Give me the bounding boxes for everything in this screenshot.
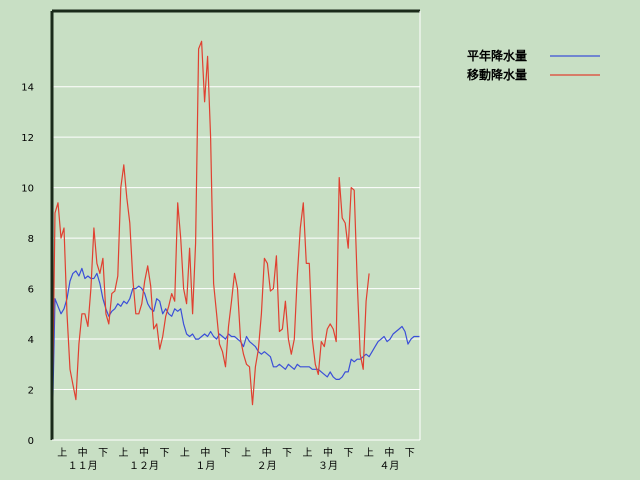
y-axis-tick-labels: 0 2 4 6 8 10 12 14 [21, 83, 34, 447]
x-month-label: ２月 [257, 460, 277, 472]
x-day-label: 中 [139, 446, 149, 459]
x-day-label: 中 [78, 446, 88, 459]
x-day-label: 下 [282, 448, 292, 459]
y-tick-label: 6 [28, 285, 34, 296]
plot-axes [50, 9, 421, 441]
grid-lines [52, 86, 420, 391]
x-month-label: １２月 [129, 460, 159, 472]
x-day-label: 下 [343, 448, 353, 459]
x-day-label: 中 [200, 446, 210, 459]
x-month-label: ３月 [318, 460, 338, 472]
x-day-label: 上 [57, 447, 67, 459]
x-axis-tick-labels: 上中下上中下上中下上中下上中下上中下１１月 １２月 １月 ２月 ３月 ４月 [57, 446, 415, 472]
legend-label: 平年降水量 [467, 48, 527, 63]
legend-label: 移動降水量 [467, 67, 527, 82]
y-tick-label: 8 [28, 234, 34, 245]
x-day-label: 上 [119, 447, 129, 459]
y-tick-label: 12 [21, 133, 34, 144]
x-month-label: ４月 [379, 460, 399, 472]
x-day-label: 中 [262, 446, 272, 459]
x-day-label: 下 [405, 448, 415, 459]
x-day-label: 上 [364, 447, 374, 459]
x-day-label: 下 [159, 448, 169, 459]
y-tick-label: 10 [21, 184, 34, 195]
x-day-label: 下 [221, 448, 231, 459]
series-line-normal-rainfall [51, 267, 420, 441]
x-month-label: １１月 [68, 460, 98, 472]
x-day-label: 上 [303, 447, 313, 459]
y-tick-label: 4 [28, 335, 34, 346]
x-day-label: 上 [180, 447, 190, 459]
y-tick-label: 0 [28, 436, 34, 447]
series-line-moving-rainfall [51, 40, 370, 441]
y-tick-label: 14 [21, 83, 34, 94]
x-month-label: １月 [195, 460, 215, 472]
x-day-label: 下 [98, 448, 108, 459]
y-tick-label: 2 [28, 386, 34, 397]
series-lines [51, 40, 420, 441]
x-day-label: 上 [241, 447, 251, 459]
x-day-label: 中 [384, 446, 394, 459]
x-day-label: 中 [323, 446, 333, 459]
